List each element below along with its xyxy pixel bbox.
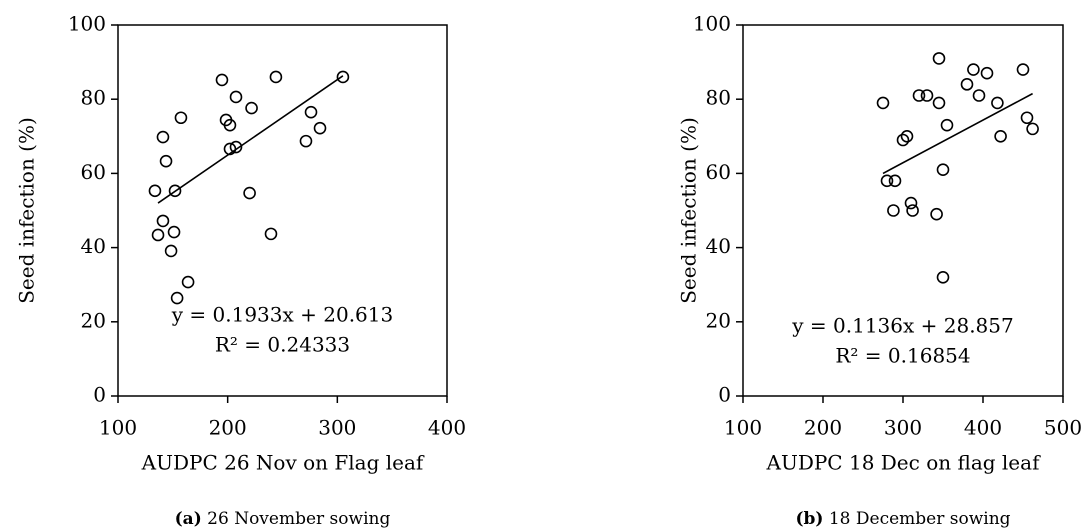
data-point bbox=[932, 52, 946, 65]
y-tick-label: 60 bbox=[706, 160, 731, 184]
data-point bbox=[219, 113, 233, 127]
x-tick-label: 200 bbox=[804, 416, 842, 440]
data-point bbox=[1026, 122, 1039, 136]
plot-frame bbox=[117, 24, 448, 397]
data-point bbox=[930, 207, 943, 221]
x-tick-label: 200 bbox=[209, 416, 247, 440]
caption: (b) 18 December sowing bbox=[795, 509, 1010, 529]
data-point bbox=[991, 96, 1004, 110]
data-point bbox=[967, 63, 980, 76]
x-tick-label: 500 bbox=[1044, 416, 1082, 440]
data-point bbox=[904, 196, 918, 210]
y-tick-label: 40 bbox=[81, 234, 106, 258]
data-point bbox=[900, 130, 914, 143]
data-point bbox=[912, 89, 926, 102]
r-squared: R² = 0.24333 bbox=[215, 333, 350, 357]
data-point bbox=[896, 133, 910, 147]
x-tick-label: 400 bbox=[428, 416, 466, 440]
caption-label: (a) bbox=[175, 509, 202, 529]
y-axis-label: Seed infection (%) bbox=[15, 117, 39, 304]
caption: (a) 26 November sowing bbox=[175, 509, 391, 529]
data-point bbox=[299, 134, 313, 148]
x-tick-label: 300 bbox=[318, 416, 356, 440]
r-squared: R² = 0.16854 bbox=[835, 344, 970, 368]
data-point bbox=[994, 130, 1007, 143]
y-tick-label: 20 bbox=[81, 308, 106, 332]
data-point bbox=[936, 163, 950, 176]
data-point bbox=[151, 228, 165, 242]
x-axis-label: AUDPC 26 Nov on Flag leaf bbox=[141, 451, 425, 475]
data-point bbox=[156, 214, 170, 228]
data-point bbox=[920, 89, 934, 102]
x-tick-label: 100 bbox=[99, 416, 137, 440]
data-point bbox=[887, 204, 900, 217]
data-point bbox=[243, 186, 256, 200]
data-point bbox=[269, 70, 283, 84]
data-point bbox=[336, 70, 350, 84]
data-point bbox=[174, 111, 188, 125]
caption-label: (b) bbox=[795, 509, 823, 529]
data-point bbox=[1016, 63, 1030, 76]
data-point bbox=[980, 66, 994, 80]
data-point bbox=[264, 227, 278, 241]
x-tick-label: 300 bbox=[884, 416, 922, 440]
data-point bbox=[229, 140, 243, 154]
data-point bbox=[1020, 111, 1034, 125]
data-point bbox=[972, 89, 986, 102]
data-point bbox=[245, 101, 258, 115]
caption-text: 18 December sowing bbox=[829, 509, 1011, 529]
equation: y = 0.1933x + 20.613 bbox=[171, 303, 393, 327]
data-point bbox=[170, 291, 184, 305]
y-tick-label: 60 bbox=[81, 160, 106, 184]
y-tick-label: 20 bbox=[706, 308, 731, 332]
trendline bbox=[157, 75, 344, 204]
y-tick-label: 40 bbox=[706, 234, 731, 258]
data-point bbox=[888, 174, 902, 188]
data-point bbox=[880, 174, 894, 188]
data-point bbox=[876, 96, 890, 110]
data-point bbox=[936, 270, 950, 284]
y-tick-label: 80 bbox=[81, 86, 106, 110]
data-point bbox=[940, 118, 954, 132]
x-tick-label: 400 bbox=[964, 416, 1002, 440]
caption-text: 26 November sowing bbox=[207, 509, 390, 529]
y-axis-label: Seed infection (%) bbox=[677, 117, 701, 304]
data-point bbox=[164, 244, 178, 258]
data-point bbox=[906, 204, 919, 217]
y-tick-label: 0 bbox=[93, 383, 106, 407]
data-point bbox=[181, 275, 195, 289]
plot-frame bbox=[742, 24, 1064, 397]
y-tick-label: 100 bbox=[68, 12, 106, 36]
equation: y = 0.1136x + 28.857 bbox=[791, 314, 1013, 338]
data-point bbox=[215, 73, 229, 87]
data-point bbox=[156, 130, 170, 144]
data-point bbox=[148, 184, 162, 198]
data-point bbox=[304, 105, 318, 119]
x-tick-label: 100 bbox=[724, 416, 762, 440]
data-point bbox=[167, 225, 181, 239]
trendline bbox=[882, 92, 1033, 175]
x-axis-label: AUDPC 18 Dec on flag leaf bbox=[766, 451, 1042, 475]
data-point bbox=[313, 121, 327, 135]
y-tick-label: 0 bbox=[718, 383, 731, 407]
data-point bbox=[960, 78, 974, 91]
data-point bbox=[932, 96, 946, 110]
data-point bbox=[229, 90, 243, 104]
data-point bbox=[159, 154, 173, 168]
y-tick-label: 80 bbox=[706, 86, 731, 110]
y-tick-label: 100 bbox=[693, 12, 731, 36]
data-point bbox=[168, 184, 182, 198]
